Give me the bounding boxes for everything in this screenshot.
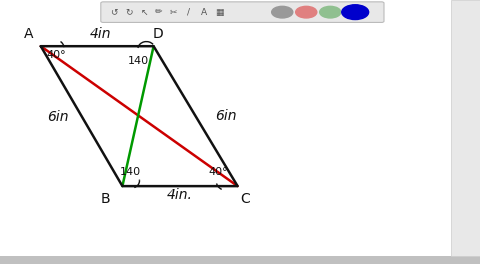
Text: 140: 140 [128, 56, 149, 66]
Text: 4in.: 4in. [167, 188, 193, 202]
Text: ↺: ↺ [110, 8, 118, 17]
Text: A: A [201, 8, 207, 17]
Bar [451, 0, 480, 256]
Circle shape [342, 5, 369, 20]
FancyBboxPatch shape [101, 2, 384, 22]
Text: 140: 140 [120, 167, 141, 177]
Text: 6in: 6in [47, 110, 68, 125]
Circle shape [272, 6, 293, 18]
Text: C: C [240, 191, 250, 206]
Bar [0, 256, 480, 264]
Text: 40°: 40° [209, 167, 228, 177]
Text: 6in: 6in [215, 109, 236, 123]
Text: ✏: ✏ [155, 8, 162, 17]
Text: ↖: ↖ [140, 8, 148, 17]
Text: 40°: 40° [47, 50, 66, 60]
Text: ↻: ↻ [125, 8, 132, 17]
Text: /: / [187, 8, 190, 17]
Circle shape [296, 6, 317, 18]
Circle shape [320, 6, 341, 18]
Text: ✂: ✂ [170, 8, 178, 17]
Text: A: A [24, 27, 34, 41]
Text: B: B [101, 191, 110, 206]
Text: D: D [153, 27, 164, 41]
Text: 4in: 4in [90, 27, 111, 41]
Text: ▦: ▦ [216, 8, 224, 17]
